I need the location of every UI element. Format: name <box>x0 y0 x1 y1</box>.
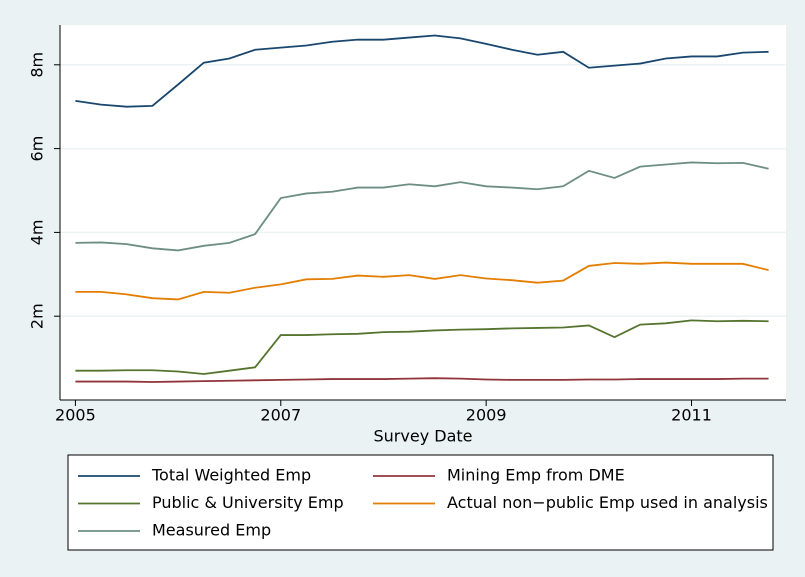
series-line <box>75 161 769 252</box>
series-line <box>75 34 769 108</box>
y-tick-label: 2m <box>28 303 47 329</box>
legend-label: Total Weighted Emp <box>151 466 311 485</box>
series-line <box>75 261 769 301</box>
y-tick-label: 6m <box>28 136 47 162</box>
x-tick-label: 2009 <box>466 406 507 425</box>
legend-label: Measured Emp <box>152 521 271 540</box>
series-line <box>75 319 769 375</box>
legend-label: Actual non−public Emp used in analysis <box>447 493 768 512</box>
legend-box <box>67 454 774 551</box>
x-tick-label: 2005 <box>55 406 96 425</box>
y-tick-label: 4m <box>28 220 47 246</box>
legend-label: Mining Emp from DME <box>447 466 625 485</box>
x-tick-label: 2011 <box>671 406 712 425</box>
y-tick-label: 8m <box>28 52 47 78</box>
series-line <box>75 377 769 383</box>
x-axis-label: Survey Date <box>374 427 473 446</box>
x-tick-label: 2007 <box>260 406 301 425</box>
legend-label: Public & University Emp <box>152 493 344 512</box>
plot-area <box>60 25 786 400</box>
